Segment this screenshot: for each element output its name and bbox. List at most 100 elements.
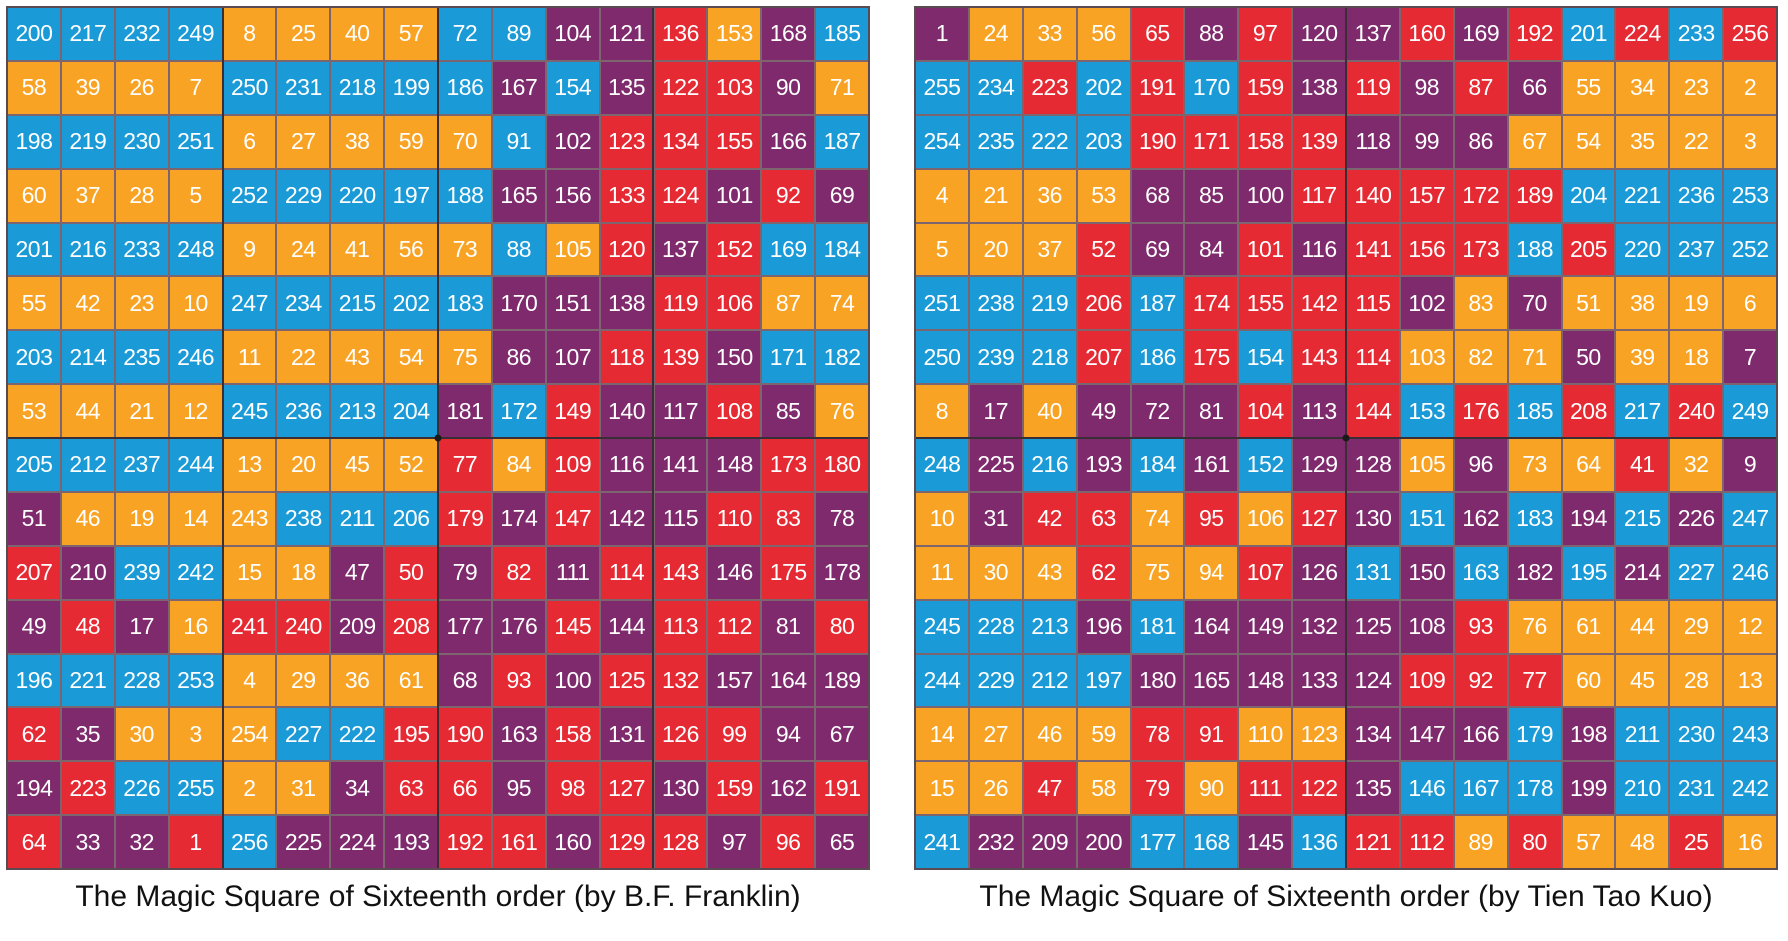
magic-square-cell: 63 — [385, 762, 437, 815]
magic-square-cell: 35 — [61, 708, 114, 761]
magic-square-cell: 103 — [708, 61, 761, 114]
magic-square-cell: 145 — [1239, 816, 1292, 868]
magic-square-cell: 161 — [1185, 439, 1238, 491]
magic-square-cell: 153 — [708, 8, 761, 60]
magic-square-cell: 158 — [1239, 115, 1292, 168]
magic-square-cell: 246 — [1724, 546, 1776, 599]
magic-square-cell: 108 — [1400, 600, 1453, 653]
magic-square-cell: 238 — [277, 492, 330, 545]
magic-square-cell: 65 — [1131, 8, 1184, 60]
magic-square-cell: 242 — [169, 546, 222, 599]
magic-square-cell: 17 — [969, 385, 1022, 437]
magic-square-cell: 189 — [1508, 169, 1561, 222]
magic-square-cell: 81 — [1185, 385, 1238, 437]
magic-square-cell: 13 — [1724, 654, 1776, 707]
magic-square-cell: 50 — [385, 546, 437, 599]
magic-square-cell: 230 — [1670, 708, 1723, 761]
magic-square-cell: 176 — [1454, 385, 1507, 437]
magic-square-cell: 109 — [1400, 654, 1453, 707]
magic-square-cell: 131 — [1347, 546, 1399, 599]
magic-square-cell: 211 — [331, 492, 384, 545]
magic-square-cell: 167 — [492, 61, 545, 114]
magic-square-cell: 185 — [1508, 385, 1561, 437]
magic-square-cell: 26 — [969, 762, 1022, 815]
magic-square-cell: 240 — [1670, 385, 1723, 437]
magic-square-cell: 116 — [1293, 223, 1345, 276]
magic-square-cell: 5 — [169, 169, 222, 222]
magic-square-cell: 227 — [277, 708, 330, 761]
magic-square-cell: 174 — [492, 492, 545, 545]
magic-square-cell: 21 — [115, 385, 168, 437]
kuo-caption: The Magic Square of Sixteenth order (by … — [979, 880, 1713, 913]
magic-square-cell: 206 — [385, 492, 437, 545]
magic-square-cell: 20 — [277, 439, 330, 491]
magic-square-cell: 236 — [1670, 169, 1723, 222]
magic-square-cell: 218 — [331, 61, 384, 114]
magic-square-cell: 37 — [1023, 223, 1076, 276]
magic-square-cell: 168 — [1185, 816, 1238, 868]
magic-square-cell: 128 — [1347, 439, 1399, 491]
magic-square-cell: 253 — [1724, 169, 1776, 222]
magic-square-cell: 178 — [1508, 762, 1561, 815]
magic-square-cell: 58 — [8, 61, 60, 114]
magic-square-cell: 27 — [277, 115, 330, 168]
magic-square-cell: 228 — [115, 654, 168, 707]
magic-square-cell: 163 — [492, 708, 545, 761]
magic-square-cell: 29 — [277, 654, 330, 707]
magic-square-cell: 114 — [600, 546, 653, 599]
magic-square-cell: 179 — [439, 492, 491, 545]
magic-square-cell: 83 — [762, 492, 815, 545]
magic-square-cell: 200 — [1077, 816, 1130, 868]
magic-square-cell: 3 — [169, 708, 222, 761]
magic-square-cell: 205 — [1562, 223, 1615, 276]
magic-square-cell: 22 — [1670, 115, 1723, 168]
magic-square-cell: 53 — [8, 385, 60, 437]
magic-square-cell: 138 — [1293, 61, 1345, 114]
magic-square-cell: 116 — [600, 439, 653, 491]
magic-square-cell: 163 — [1454, 546, 1507, 599]
magic-square-cell: 182 — [816, 331, 868, 384]
magic-square-cell: 138 — [600, 277, 653, 330]
magic-square-cell: 50 — [1562, 331, 1615, 384]
magic-square-cell: 51 — [1562, 277, 1615, 330]
magic-square-cell: 8 — [916, 385, 968, 437]
magic-square-cell: 224 — [1616, 8, 1669, 60]
magic-square-cell: 143 — [1293, 331, 1345, 384]
magic-square-cell: 16 — [1724, 816, 1776, 868]
magic-square-cell: 201 — [8, 223, 60, 276]
magic-square-cell: 120 — [600, 223, 653, 276]
magic-square-cell: 19 — [115, 492, 168, 545]
magic-square-cell: 149 — [546, 385, 599, 437]
magic-square-cell: 156 — [546, 169, 599, 222]
magic-square-cell: 175 — [762, 546, 815, 599]
magic-square-cell: 256 — [1724, 8, 1776, 60]
magic-square-cell: 173 — [1454, 223, 1507, 276]
magic-square-cell: 125 — [600, 654, 653, 707]
magic-square-cell: 113 — [1293, 385, 1345, 437]
magic-square-cell: 194 — [8, 762, 60, 815]
magic-square-cell: 132 — [654, 654, 707, 707]
magic-square-cell: 102 — [546, 115, 599, 168]
magic-square-cell: 99 — [708, 708, 761, 761]
magic-square-cell: 51 — [8, 492, 60, 545]
magic-square-cell: 88 — [492, 223, 545, 276]
magic-square-cell: 17 — [115, 600, 168, 653]
magic-square-cell: 215 — [1616, 492, 1669, 545]
magic-square-cell: 121 — [600, 8, 653, 60]
magic-square-cell: 43 — [1023, 546, 1076, 599]
magic-square-cell: 47 — [331, 546, 384, 599]
magic-square-cell: 62 — [8, 708, 60, 761]
magic-square-cell: 161 — [492, 816, 545, 868]
magic-square-cell: 61 — [1562, 600, 1615, 653]
magic-square-cell: 133 — [600, 169, 653, 222]
magic-square-cell: 139 — [1293, 115, 1345, 168]
magic-square-cell: 115 — [654, 492, 707, 545]
magic-square-cell: 126 — [1293, 546, 1345, 599]
magic-square-cell: 158 — [546, 708, 599, 761]
magic-square-cell: 222 — [1023, 115, 1076, 168]
magic-square-cell: 75 — [1131, 546, 1184, 599]
magic-square-cell: 112 — [708, 600, 761, 653]
magic-square-cell: 233 — [115, 223, 168, 276]
magic-square-cell: 167 — [1454, 762, 1507, 815]
magic-square-cell: 249 — [1724, 385, 1776, 437]
